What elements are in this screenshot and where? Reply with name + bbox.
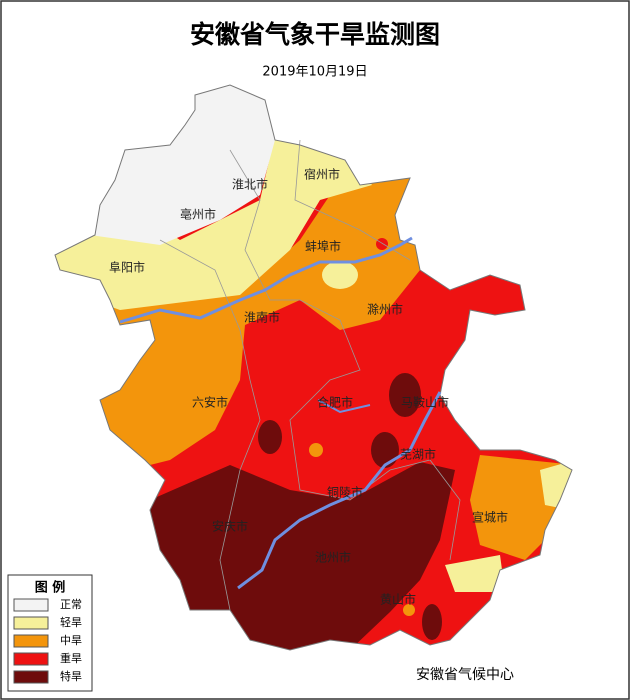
huai-river [119,236,413,324]
boundary [159,239,261,611]
city-label: 蚌埠市 [305,239,341,254]
legend-label: 正常 [60,598,82,611]
map-date: 2019年10月19日 [262,65,367,80]
city-label: 黄山市 [380,592,416,607]
city-label: 马鞍山市 [401,395,449,410]
boundaries [159,139,461,611]
zone [389,373,421,417]
legend-swatch [13,616,49,630]
zone [309,443,323,457]
zone [150,462,455,650]
legend-title: 图 例 [35,580,66,596]
zone [376,238,388,250]
boundary [229,149,461,561]
zone [371,432,399,468]
zone [258,420,282,454]
city-label: 芜湖市 [400,447,436,462]
city-label: 宿州市 [304,167,340,182]
legend-label: 中旱 [60,634,82,647]
source: 安徽省气候中心 [416,667,514,683]
zone [322,261,358,289]
zone [422,604,442,640]
city-label: 安庆市 [212,519,248,534]
zone [445,555,505,592]
zone [403,604,415,616]
city-label: 阜阳市 [109,260,145,275]
zone [55,135,372,310]
boundary [294,139,411,261]
legend-label: 轻旱 [60,615,82,629]
legend-swatch [13,652,49,666]
city-label: 池州市 [315,550,351,565]
city-label: 宣城市 [472,510,508,525]
zone [90,170,420,470]
city-label: 合肥市 [317,395,353,410]
legend-swatch [13,634,49,648]
city-label: 铜陵市 [327,485,363,500]
map-title: 安徽省气象干旱监测图 [190,20,440,49]
city-label: 滁州市 [367,302,403,317]
legend-swatch [13,598,49,612]
legend-swatch [13,670,49,684]
chaohu [317,399,371,414]
city-label: 淮南市 [244,310,280,325]
legend-label: 重旱 [60,651,82,665]
rivers [119,236,442,590]
city-label: 亳州市 [180,207,216,222]
city-label: 淮北市 [232,177,268,192]
legend-label: 特旱 [60,669,82,683]
city-label: 六安市 [192,395,228,410]
yangtze-river [237,391,442,590]
